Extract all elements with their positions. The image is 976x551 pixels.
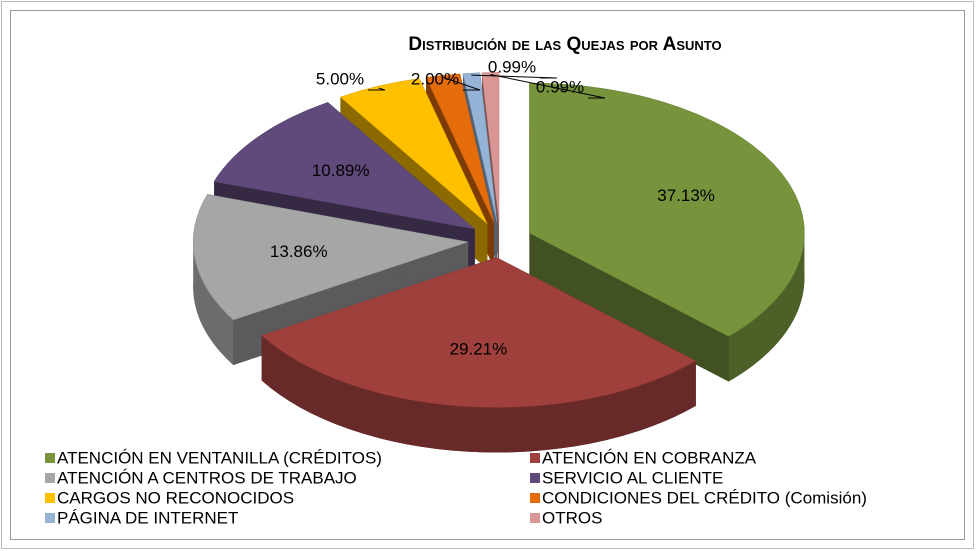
data-label: 0.99% bbox=[536, 77, 584, 96]
slice bbox=[462, 72, 498, 223]
leader-line bbox=[442, 76, 481, 91]
slice bbox=[481, 72, 500, 223]
data-label: 37.13% bbox=[657, 186, 715, 205]
legend-marker bbox=[45, 453, 55, 463]
slice-rim bbox=[728, 233, 805, 382]
data-label: 5.00% bbox=[316, 69, 364, 88]
legend-label: OTROS bbox=[542, 508, 602, 527]
slice bbox=[339, 78, 488, 225]
slice bbox=[425, 73, 495, 223]
leader-line bbox=[490, 73, 606, 99]
legend-marker bbox=[45, 493, 55, 503]
legend-marker bbox=[530, 493, 540, 503]
slice bbox=[192, 194, 469, 321]
legend-label: CONDICIONES DEL CRÉDITO (Comisión) bbox=[542, 488, 867, 507]
slice-tops bbox=[192, 72, 805, 408]
leader-line bbox=[368, 87, 386, 91]
data-label: 29.21% bbox=[450, 339, 508, 358]
slice-rim bbox=[261, 335, 696, 453]
slice-rim bbox=[193, 241, 234, 365]
slice bbox=[529, 82, 805, 337]
legend-label: CARGOS NO RECONOCIDOS bbox=[57, 488, 294, 507]
slice bbox=[261, 257, 697, 408]
legend-marker bbox=[530, 453, 540, 463]
legend-marker bbox=[530, 473, 540, 483]
legend-marker bbox=[45, 473, 55, 483]
data-label: 0.99% bbox=[488, 57, 536, 76]
slice-wall bbox=[529, 233, 729, 382]
data-label: 2.00% bbox=[411, 69, 459, 88]
data-label: 13.86% bbox=[270, 242, 328, 261]
legend-marker bbox=[45, 513, 55, 523]
legend-label: PÁGINA DE INTERNET bbox=[57, 508, 238, 527]
legend-label: ATENCIÓN EN COBRANZA bbox=[542, 448, 757, 467]
legend-label: ATENCIÓN EN VENTANILLA (CRÉDITOS) bbox=[57, 448, 382, 467]
slice bbox=[213, 102, 476, 230]
legend-label: SERVICIO AL CLIENTE bbox=[542, 468, 723, 487]
chart-title: Distribución de las Quejas por Asunto bbox=[408, 34, 721, 55]
legend-marker bbox=[530, 513, 540, 523]
data-label: 10.89% bbox=[312, 161, 370, 180]
legend-label: ATENCIÓN A CENTROS DE TRABAJO bbox=[57, 468, 357, 487]
